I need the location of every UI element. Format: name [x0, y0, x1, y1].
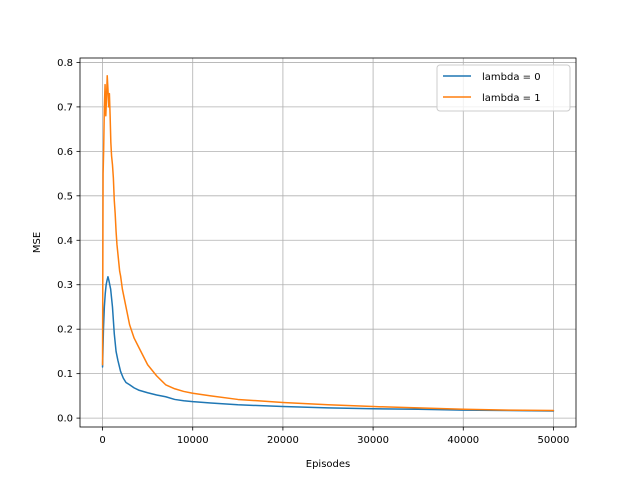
y-tick-label: 0.7 — [57, 102, 73, 113]
y-tick-label: 0.0 — [57, 414, 73, 425]
y-tick-label: 0.3 — [57, 280, 73, 291]
y-tick-label: 0.8 — [57, 58, 73, 69]
x-axis-label: Episodes — [306, 459, 350, 470]
x-axis: 0 10000 20000 30000 40000 50000 — [99, 427, 569, 446]
y-axis-label: MSE — [32, 232, 43, 253]
y-tick-label: 0.2 — [57, 325, 73, 336]
x-tick-label: 40000 — [447, 435, 479, 446]
x-tick-label: 30000 — [357, 435, 389, 446]
x-tick-label: 50000 — [538, 435, 570, 446]
y-tick-label: 0.4 — [57, 236, 73, 247]
series-line-lambda-1 — [101, 75, 555, 412]
legend-label-lambda-0: lambda = 0 — [482, 72, 541, 83]
legend-label-lambda-1: lambda = 1 — [482, 93, 541, 104]
x-tick-label: 20000 — [267, 435, 299, 446]
x-tick-label: 0 — [99, 435, 105, 446]
series-line-lambda-0 — [101, 275, 555, 412]
y-tick-label: 0.5 — [57, 191, 73, 202]
grid-lines — [80, 58, 576, 427]
plot-frame — [79, 57, 577, 428]
y-tick-label: 0.6 — [57, 147, 73, 158]
y-axis: 0.0 0.1 0.2 0.3 0.4 0.5 0.6 0.7 0.8 — [57, 58, 80, 425]
series-layer — [101, 75, 555, 412]
legend: lambda = 0 lambda = 1 — [436, 64, 571, 112]
x-tick-label: 10000 — [177, 435, 209, 446]
plot-area — [80, 58, 576, 427]
y-tick-label: 0.1 — [57, 369, 73, 380]
